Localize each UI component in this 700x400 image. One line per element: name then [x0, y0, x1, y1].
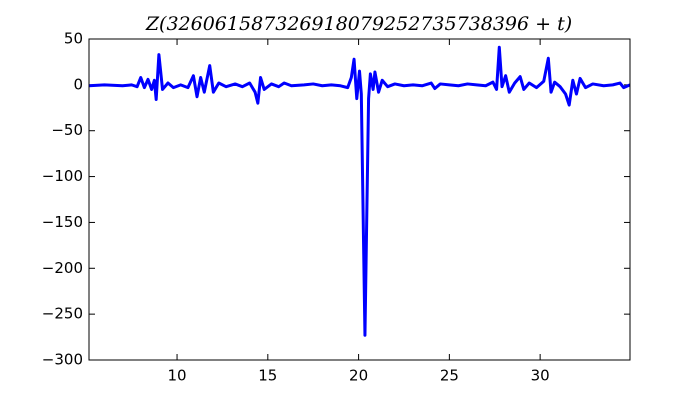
y-tick-label: −300: [42, 351, 83, 369]
x-tick-label: 25: [440, 367, 459, 385]
y-tick-label: −250: [42, 305, 83, 323]
x-tick-label: 15: [258, 367, 277, 385]
y-tick-label: 50: [64, 30, 83, 48]
y-tick-label: −150: [42, 213, 83, 231]
data-line: [89, 45, 630, 337]
y-tick-label: −50: [51, 121, 83, 139]
x-tick-label: 30: [531, 367, 550, 385]
y-tick-label: −100: [42, 167, 83, 185]
y-tick-label: 0: [73, 75, 83, 93]
y-tick-label: −200: [42, 259, 83, 277]
chart-title: Z(326061587326918079252735738396 + t): [145, 13, 572, 35]
x-tick-label: 10: [168, 367, 187, 385]
x-tick-label: 20: [349, 367, 368, 385]
plot-frame: [88, 38, 631, 361]
